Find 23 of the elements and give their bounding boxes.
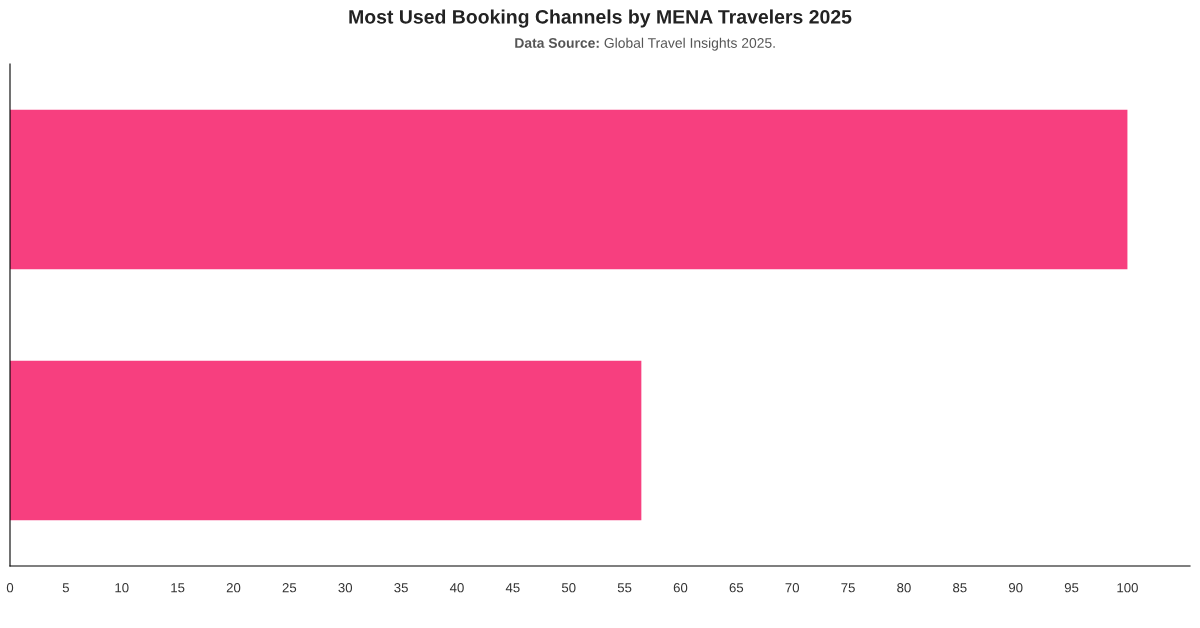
x-tick-label: 85 [953, 583, 967, 593]
x-tick-label: 15 [171, 583, 185, 593]
x-tick-label: 95 [1064, 583, 1079, 593]
x-tick-label: 75 [841, 583, 855, 593]
x-tick-label: 35 [394, 583, 408, 593]
x-tick-label: 90 [1008, 583, 1023, 593]
x-tick-label: 80 [897, 583, 911, 593]
x-tick-label: 60 [673, 583, 688, 593]
x-tick-label: 40 [449, 583, 464, 593]
x-tick-label: 30 [338, 583, 353, 593]
x-tick-label: 5 [62, 583, 69, 593]
x-tick-label: 45 [505, 583, 520, 593]
chart-title: Most Used Booking Channels by MENA Travelers 2025 [349, 9, 852, 28]
x-tick-label: 10 [115, 583, 129, 593]
x-tick-label: 0 [6, 583, 14, 593]
x-tick-label: 100 [1117, 583, 1138, 593]
x-tick-label: 20 [226, 583, 241, 593]
x-tick-label: 55 [617, 583, 632, 593]
x-tick-label: 70 [785, 583, 800, 593]
x-tick-label: 25 [282, 583, 297, 593]
chart-subtitle: Data Source: Global Travel Insights 2025. [515, 37, 775, 51]
x-tick-label: 50 [561, 583, 576, 593]
x-tick-label: 65 [729, 583, 744, 593]
